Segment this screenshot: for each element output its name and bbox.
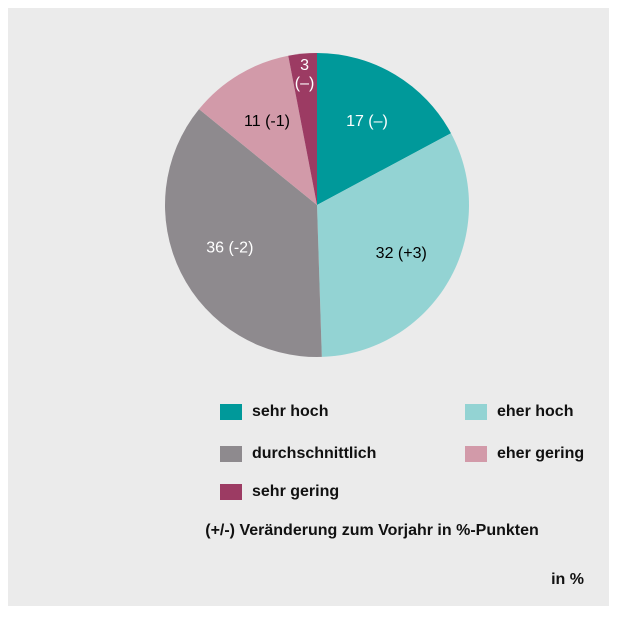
legend-label: eher gering xyxy=(497,445,584,462)
legend-swatch xyxy=(220,404,242,420)
legend-label: eher hoch xyxy=(497,403,573,420)
pie-slice xyxy=(317,53,451,205)
data-label-line: 3 xyxy=(300,57,309,74)
legend-swatch xyxy=(220,484,242,500)
legend-swatch xyxy=(220,446,242,462)
pie-slice xyxy=(288,53,317,205)
data-label: 36 (-2) xyxy=(206,239,253,256)
data-label: 17 (–) xyxy=(346,113,388,130)
data-label: 11 (-1) xyxy=(244,113,290,130)
legend-label: sehr gering xyxy=(252,483,339,500)
legend-label: durchschnittlich xyxy=(252,445,376,462)
data-label: 32 (+3) xyxy=(376,245,427,262)
pie-slice xyxy=(317,133,469,357)
unit-label: in % xyxy=(551,571,584,588)
note: (+/-) Veränderung zum Vorjahr in %-Punkt… xyxy=(205,522,539,539)
data-label-line: (–) xyxy=(295,75,315,92)
legend-swatch xyxy=(465,446,487,462)
pie-slice xyxy=(165,109,322,357)
data-label: 3 (–) xyxy=(295,57,315,92)
legend-swatch xyxy=(465,404,487,420)
legend-label: sehr hoch xyxy=(252,403,328,420)
pie-slice xyxy=(199,55,317,205)
